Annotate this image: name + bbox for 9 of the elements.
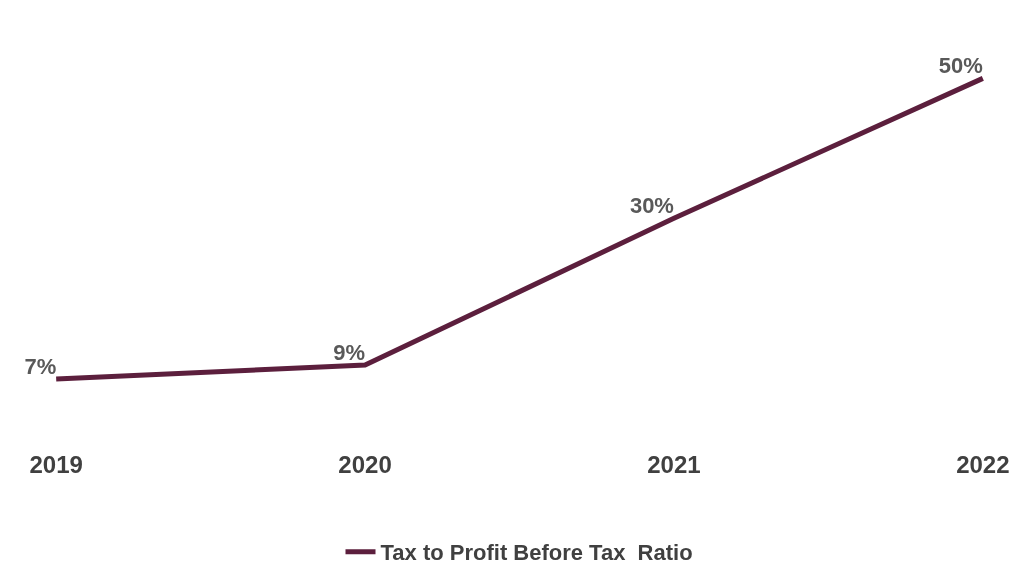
data-label: 50% — [938, 52, 983, 78]
x-tick-label: 2020 — [338, 451, 392, 478]
data-label: 9% — [333, 339, 366, 365]
legend-label: Tax to Profit Before Tax Ratio — [380, 540, 693, 566]
data-label: 30% — [629, 192, 674, 218]
x-tick-label: 2021 — [647, 451, 701, 478]
x-tick-label: 2019 — [29, 451, 83, 478]
x-tick-label: 2022 — [956, 451, 1010, 478]
data-label: 7% — [24, 353, 57, 379]
